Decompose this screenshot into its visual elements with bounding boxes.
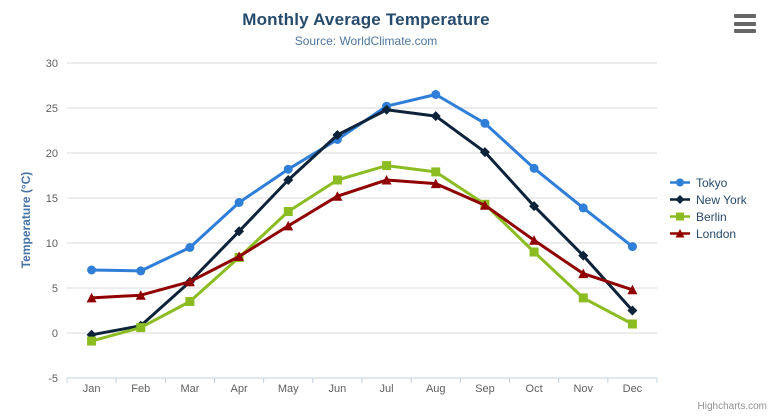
data-point-tokyo[interactable]	[480, 118, 490, 128]
data-point-london[interactable]	[381, 175, 392, 185]
legend-symbol-triangle	[670, 229, 690, 238]
gridlines	[67, 62, 657, 379]
legend-symbol-diamond	[670, 195, 690, 204]
series-london	[86, 175, 638, 303]
data-point-berlin[interactable]	[185, 297, 195, 306]
axes	[66, 377, 658, 383]
data-point-tokyo[interactable]	[627, 242, 637, 252]
data-point-new-york[interactable]	[283, 175, 294, 185]
y-axis-title: Temperature (°C)	[19, 172, 33, 269]
legend: Tokyo New York Berlin London	[669, 174, 747, 242]
legend-label: New York	[696, 192, 747, 207]
legend-marker-london[interactable]	[675, 229, 685, 238]
data-point-new-york[interactable]	[430, 111, 441, 122]
series-line-london	[90, 178, 634, 300]
series-line-berlin	[90, 164, 634, 343]
legend-item-tokyo[interactable]: Tokyo	[669, 174, 747, 191]
x-axis-labels: Jan Feb Mar Apr May Jun Jul Aug Sep Oct Nov Dec	[83, 383, 643, 395]
series-tokyo	[87, 90, 637, 276]
chart-title: Monthly Average Temperature	[242, 10, 490, 29]
data-point-london[interactable]	[135, 290, 146, 300]
data-point-london[interactable]	[234, 251, 245, 262]
data-point-tokyo[interactable]	[578, 203, 588, 213]
data-point-london[interactable]	[332, 191, 343, 201]
data-point-tokyo[interactable]	[234, 198, 244, 207]
legend-label: Berlin	[696, 209, 727, 224]
legend-label: London	[696, 226, 737, 241]
hamburger-icon	[734, 21, 756, 26]
data-point-london[interactable]	[479, 200, 490, 210]
data-point-tokyo[interactable]	[283, 164, 293, 174]
data-point-london[interactable]	[430, 178, 441, 189]
y-axis-labels: -5 0 5 10 15 20 25 30	[46, 58, 58, 385]
x-axis-label: Dec	[623, 383, 643, 395]
data-point-new-york[interactable]	[234, 226, 245, 237]
hamburger-icon	[734, 14, 756, 18]
data-point-new-york[interactable]	[578, 250, 589, 261]
legend-item-berlin[interactable]: Berlin	[669, 208, 747, 225]
data-point-berlin[interactable]	[431, 167, 441, 177]
data-point-berlin[interactable]	[136, 323, 146, 333]
legend-symbol-square	[670, 212, 690, 221]
data-point-tokyo[interactable]	[529, 163, 539, 173]
data-point-new-york[interactable]	[479, 147, 490, 158]
series-new-york	[86, 104, 638, 340]
y-axis-label: 20	[46, 148, 58, 160]
y-axis-label: 0	[52, 328, 58, 340]
data-point-tokyo[interactable]	[185, 243, 195, 252]
data-point-tokyo[interactable]	[431, 90, 441, 99]
data-point-london[interactable]	[578, 268, 589, 279]
data-point-new-york[interactable]	[332, 130, 343, 140]
data-point-berlin[interactable]	[627, 319, 637, 329]
series-line-new-york	[90, 108, 634, 337]
y-axis-label: -5	[48, 373, 58, 385]
x-axis-label: Jul	[380, 383, 394, 395]
y-axis-label: 30	[46, 58, 58, 70]
legend-item-new-york[interactable]: New York	[669, 191, 747, 208]
data-point-new-york[interactable]	[627, 305, 638, 316]
legend-symbol-circle	[670, 178, 690, 187]
legend-marker-tokyo[interactable]	[676, 178, 684, 187]
data-point-berlin[interactable]	[529, 247, 539, 257]
highcharts-credit[interactable]: Highcharts.com	[697, 401, 767, 412]
series-container	[86, 90, 638, 346]
x-axis-label: Aug	[426, 383, 446, 395]
x-axis-label: Jun	[329, 383, 347, 395]
data-point-berlin[interactable]	[283, 207, 293, 216]
y-axis-label: 10	[46, 238, 58, 250]
legend-item-london[interactable]: London	[669, 225, 747, 242]
x-axis-label: Feb	[131, 383, 150, 395]
x-axis-label: Apr	[231, 383, 248, 395]
data-point-new-york[interactable]	[381, 104, 392, 115]
hamburger-icon	[734, 29, 756, 33]
export-menu-button[interactable]	[734, 14, 758, 33]
data-point-tokyo[interactable]	[136, 266, 146, 276]
x-axis-label: Oct	[526, 383, 543, 395]
chart-subtitle: Source: WorldClimate.com	[294, 34, 438, 48]
x-axis-label: Mar	[180, 383, 199, 395]
x-axis-label: Sep	[475, 383, 495, 395]
data-point-berlin[interactable]	[332, 175, 342, 185]
x-axis-label: Nov	[573, 383, 593, 395]
data-point-berlin[interactable]	[578, 293, 588, 303]
data-point-london[interactable]	[86, 292, 97, 303]
data-point-london[interactable]	[184, 276, 195, 287]
legend-label: Tokyo	[696, 175, 728, 190]
y-axis-label: 5	[52, 283, 58, 295]
x-axis-label: May	[278, 383, 299, 395]
y-axis-label: 25	[46, 103, 58, 115]
x-axis-label: Jan	[83, 383, 101, 395]
data-point-berlin[interactable]	[87, 336, 97, 346]
data-point-berlin[interactable]	[382, 161, 392, 171]
data-point-london[interactable]	[529, 235, 540, 245]
legend-marker-berlin[interactable]	[676, 212, 684, 221]
data-point-tokyo[interactable]	[87, 265, 97, 275]
data-point-london[interactable]	[627, 284, 638, 295]
y-axis-label: 15	[46, 193, 58, 205]
data-point-london[interactable]	[283, 220, 294, 231]
data-point-new-york[interactable]	[529, 201, 540, 212]
legend-marker-new-york[interactable]	[675, 195, 685, 204]
